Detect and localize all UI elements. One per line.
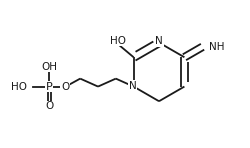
Text: N: N bbox=[128, 81, 136, 91]
Text: HO: HO bbox=[109, 36, 125, 46]
Text: HO: HO bbox=[11, 82, 27, 92]
Text: O: O bbox=[45, 102, 53, 111]
Text: NH: NH bbox=[208, 42, 224, 52]
Text: O: O bbox=[61, 82, 69, 92]
Text: N: N bbox=[154, 36, 162, 46]
Text: OH: OH bbox=[41, 62, 57, 72]
Text: P: P bbox=[46, 82, 52, 92]
